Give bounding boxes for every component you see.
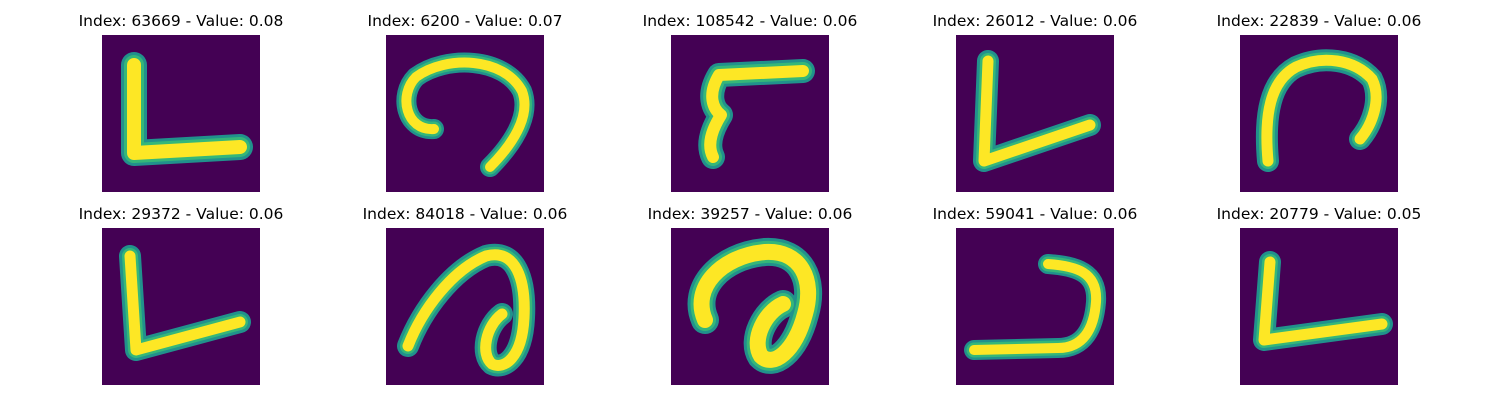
sample-title: Index: 39257 - Value: 0.06: [647, 205, 853, 223]
sample-title: Index: 59041 - Value: 0.06: [932, 205, 1138, 223]
sample-image: [102, 35, 260, 192]
sample-cell-7: Index: 84018 - Value: 0.06: [323, 203, 607, 385]
sample-title: Index: 63669 - Value: 0.08: [78, 12, 284, 30]
sample-image: [386, 35, 544, 192]
sample-cell-10: Index: 20779 - Value: 0.05: [1177, 203, 1461, 385]
sample-cell-5: Index: 22839 - Value: 0.06: [1177, 10, 1461, 192]
sample-title: Index: 20779 - Value: 0.05: [1216, 205, 1422, 223]
sample-cell-9: Index: 59041 - Value: 0.06: [893, 203, 1177, 385]
sample-cell-3: Index: 108542 - Value: 0.06: [608, 10, 892, 192]
sample-title: Index: 26012 - Value: 0.06: [932, 12, 1138, 30]
sample-cell-8: Index: 39257 - Value: 0.06: [608, 203, 892, 385]
sample-image: [956, 228, 1114, 385]
sample-title: Index: 108542 - Value: 0.06: [642, 12, 858, 30]
sample-cell-4: Index: 26012 - Value: 0.06: [893, 10, 1177, 192]
sample-image: [956, 35, 1114, 192]
sample-image: [1240, 228, 1398, 385]
sample-title: Index: 22839 - Value: 0.06: [1216, 12, 1422, 30]
sample-cell-2: Index: 6200 - Value: 0.07: [323, 10, 607, 192]
sample-title: Index: 29372 - Value: 0.06: [78, 205, 284, 223]
sample-cell-1: Index: 63669 - Value: 0.08: [39, 10, 323, 192]
sample-title: Index: 6200 - Value: 0.07: [367, 12, 563, 30]
sample-image: [386, 228, 544, 385]
sample-image: [671, 35, 829, 192]
sample-image: [102, 228, 260, 385]
sample-image: [671, 228, 829, 385]
sample-image: [1240, 35, 1398, 192]
sample-title: Index: 84018 - Value: 0.06: [362, 205, 568, 223]
sample-cell-6: Index: 29372 - Value: 0.06: [39, 203, 323, 385]
